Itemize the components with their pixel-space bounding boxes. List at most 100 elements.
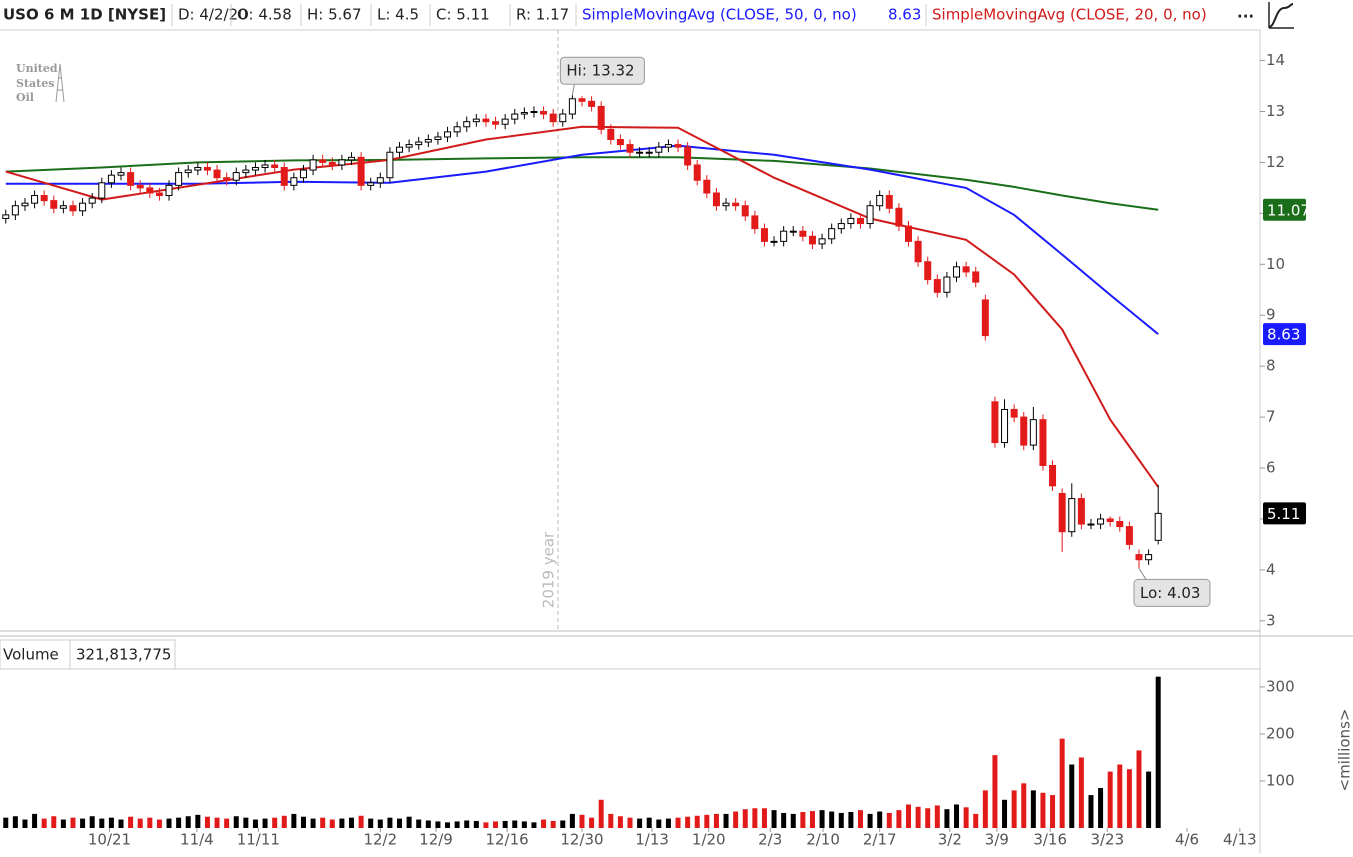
- volume-bar: [474, 821, 479, 828]
- candle-body: [896, 208, 902, 226]
- volume-bar: [503, 821, 508, 828]
- volume-bar: [70, 818, 75, 828]
- volume-bar: [906, 804, 911, 828]
- candle-body: [560, 114, 566, 122]
- logo-text: Oil: [16, 91, 34, 104]
- x-tick-label: 2/17: [863, 831, 897, 849]
- volume-bar: [368, 819, 373, 828]
- candle-body: [675, 145, 681, 148]
- volume-bar: [868, 814, 873, 828]
- more[interactable]: ...: [1237, 4, 1254, 22]
- x-tick-label: 3/2: [938, 831, 962, 849]
- candle-body: [80, 203, 86, 211]
- candle-body: [185, 170, 191, 173]
- candle-body: [982, 300, 988, 336]
- volume-bar: [935, 805, 940, 828]
- header-field: O: 4.58: [237, 6, 292, 24]
- candle-body: [800, 231, 806, 236]
- candle-body: [1021, 417, 1027, 445]
- y-tick-label: 100: [1266, 771, 1295, 789]
- candle-body: [291, 178, 297, 186]
- volume-bar: [99, 819, 104, 828]
- volume-bar: [32, 814, 37, 828]
- candle-body: [550, 114, 556, 122]
- volume-bar: [416, 820, 421, 828]
- volume-bar: [387, 818, 392, 828]
- candle-body: [156, 193, 162, 196]
- volume-bar: [1002, 800, 1007, 828]
- candle-body: [1126, 527, 1132, 545]
- x-tick-label: 3/23: [1090, 831, 1124, 849]
- candle-body: [137, 185, 143, 188]
- price-badge-label: 11.07: [1267, 201, 1310, 219]
- volume-bar: [685, 817, 690, 828]
- x-tick-label: 2/10: [806, 831, 840, 849]
- candle-body: [272, 165, 278, 168]
- volume-bar: [445, 822, 450, 828]
- candle-body: [1011, 409, 1017, 417]
- volume-bar: [522, 821, 527, 828]
- volume-bar: [839, 813, 844, 828]
- candle-body: [829, 229, 835, 239]
- candle-body: [348, 157, 354, 160]
- volume-bar: [714, 814, 719, 828]
- candle-body: [877, 196, 883, 206]
- x-tick-label: 11/11: [237, 831, 280, 849]
- y-tick-label: 13: [1266, 102, 1285, 120]
- candle-body: [589, 101, 595, 106]
- volume-bar: [426, 820, 431, 828]
- candle-body: [531, 111, 537, 112]
- candle-body: [723, 203, 729, 206]
- volume-bar: [618, 816, 623, 828]
- candle-body: [685, 147, 691, 165]
- candle-body: [656, 147, 662, 152]
- price-badge-label: 5.11: [1267, 505, 1300, 523]
- candle-body: [387, 152, 393, 177]
- volume-bar: [330, 820, 335, 828]
- candle-body: [819, 239, 825, 244]
- candle-body: [934, 280, 940, 293]
- volume-bar: [215, 818, 220, 828]
- candle-body: [60, 206, 66, 209]
- candle-body: [771, 241, 777, 242]
- x-tick-label: 12/9: [419, 831, 453, 849]
- volume-bar: [570, 814, 575, 828]
- header-field: L: 4.5: [377, 6, 419, 24]
- x-tick-label: 4/13: [1223, 831, 1257, 849]
- candle-body: [915, 241, 921, 261]
- candle-body: [502, 119, 508, 124]
- study-label: SimpleMovingAvg (CLOSE, 50, 0, no): [582, 6, 857, 24]
- candle-body: [454, 127, 460, 132]
- y-axis-label: <millions>: [1336, 709, 1353, 792]
- candle-body: [598, 106, 604, 129]
- candle-body: [300, 170, 306, 178]
- candle-body: [445, 132, 451, 137]
- candle-body: [339, 160, 345, 165]
- candle-body: [483, 119, 489, 122]
- candle-body: [1146, 555, 1152, 560]
- volume-bar: [493, 821, 498, 828]
- volume-bar: [944, 809, 949, 828]
- volume-bar: [656, 820, 661, 828]
- candle-body: [1030, 420, 1036, 445]
- candle-body: [992, 402, 998, 443]
- candle-body: [637, 152, 643, 153]
- volume-bar: [359, 816, 364, 828]
- volume-bar: [234, 816, 239, 828]
- header-field: C: 5.11: [436, 6, 490, 24]
- symbol: USO 6 M 1D [NYSE]: [3, 6, 166, 24]
- candle-body: [838, 224, 844, 229]
- volume-bar: [128, 817, 133, 828]
- x-tick-label: 1/20: [692, 831, 726, 849]
- candle-body: [954, 267, 960, 277]
- candle-body: [694, 165, 700, 180]
- volume-bar: [119, 820, 124, 828]
- volume-bar: [1098, 788, 1103, 828]
- candle-body: [665, 145, 671, 148]
- volume-bar: [772, 810, 777, 828]
- candle-body: [713, 193, 719, 206]
- x-tick-label: 10/21: [88, 831, 131, 849]
- y-tick-label: 8: [1266, 357, 1276, 375]
- volume-bar: [263, 819, 268, 828]
